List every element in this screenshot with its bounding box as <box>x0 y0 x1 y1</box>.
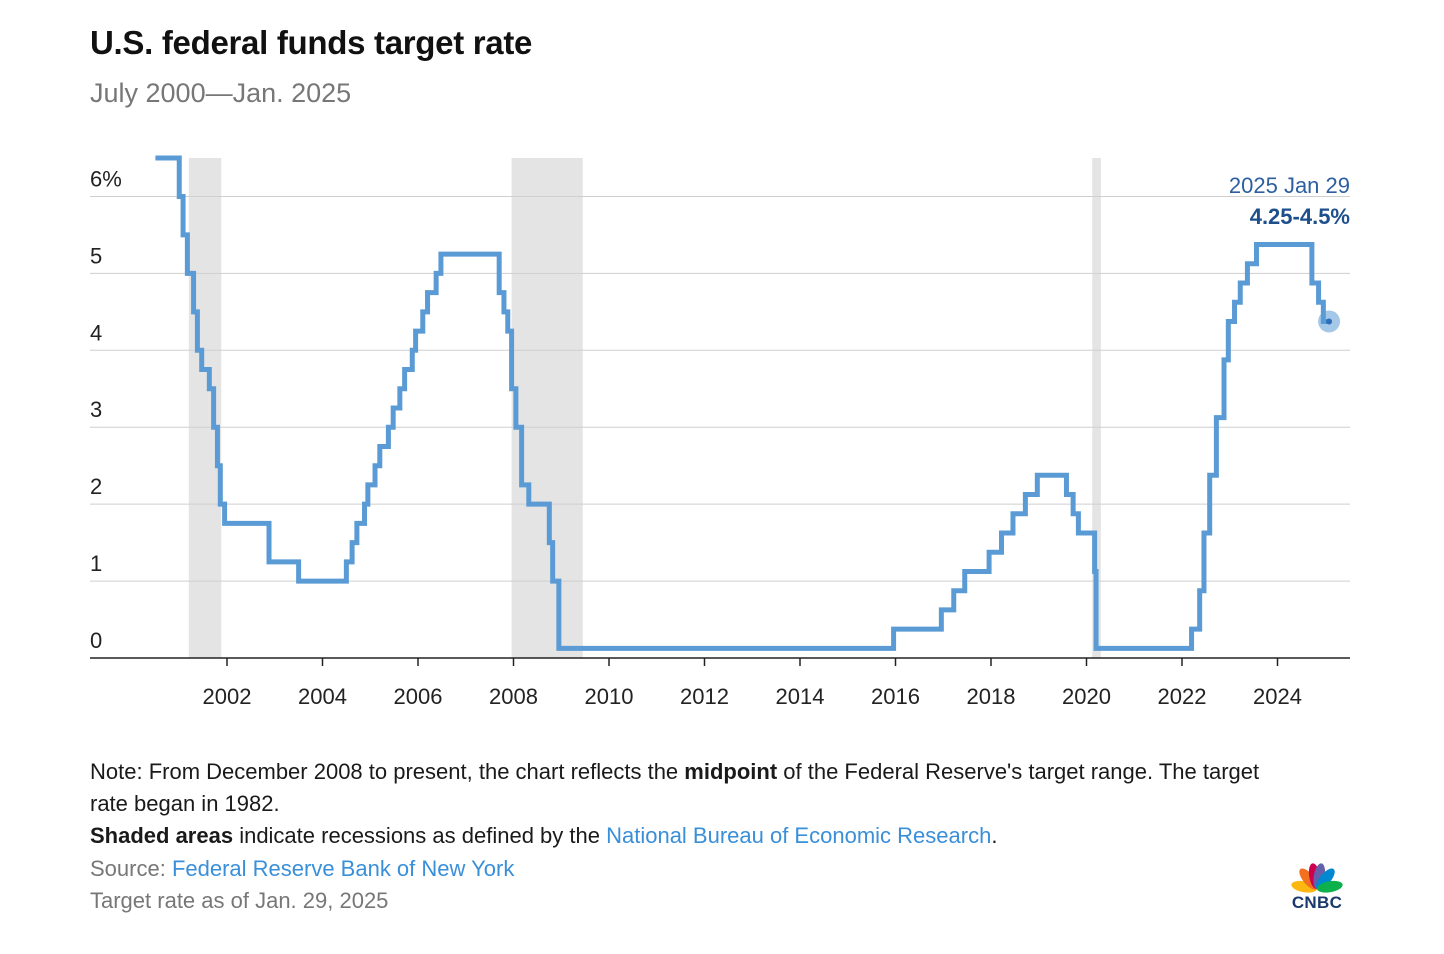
annotation-date: 2025 Jan 29 <box>1229 173 1350 198</box>
peacock-logo-icon <box>1291 863 1343 893</box>
x-tick-label: 2002 <box>203 684 252 709</box>
logo-feather <box>1316 880 1343 893</box>
y-tick-label: 4 <box>90 320 102 345</box>
x-tick-label: 2004 <box>298 684 347 709</box>
x-tick-label: 2024 <box>1253 684 1302 709</box>
recession-band-2 <box>511 158 583 658</box>
source-link[interactable]: Federal Reserve Bank of New York <box>171 856 515 881</box>
y-axis-ticks: 0 1 2 3 4 5 6% <box>90 166 122 653</box>
gridlines <box>90 195 1350 659</box>
recession-band-1 <box>188 158 222 658</box>
x-tick-label: 2016 <box>871 684 920 709</box>
as-of-date: Target rate as of Jan. 29, 2025 <box>90 888 389 913</box>
nber-link[interactable]: National Bureau of Economic Research <box>606 823 992 848</box>
source-line: Source: Federal Reserve Bank of New York <box>90 856 515 881</box>
x-tick-label: 2020 <box>1062 684 1111 709</box>
chart-note: Note: From December 2008 to present, the… <box>90 759 1260 848</box>
x-tick-label: 2010 <box>585 684 634 709</box>
x-tick-label: 2022 <box>1158 684 1207 709</box>
y-tick-label: 0 <box>90 628 102 653</box>
rate-line <box>155 155 1330 651</box>
x-tick-label: 2012 <box>680 684 729 709</box>
y-tick-label: 6% <box>90 166 122 191</box>
x-tick-label: 2018 <box>967 684 1016 709</box>
x-tick-label: 2006 <box>394 684 443 709</box>
y-tick-label: 3 <box>90 397 102 422</box>
y-tick-label: 1 <box>90 551 102 576</box>
x-tick-label: 2014 <box>776 684 825 709</box>
recession-band-3 <box>1092 158 1101 658</box>
y-tick-label: 2 <box>90 474 102 499</box>
latest-value-dot-core <box>1326 318 1333 325</box>
annotation-value: 4.25-4.5% <box>1250 204 1350 229</box>
cnbc-logo-text: CNBC <box>1291 893 1343 912</box>
y-tick-label: 5 <box>90 243 102 268</box>
chart-title: U.S. federal funds target rate <box>90 24 533 61</box>
chart-subtitle: July 2000—Jan. 2025 <box>90 78 352 108</box>
x-axis-ticks: 2002 2004 2006 2008 2010 2012 2014 2016 2018 2020… <box>203 658 1302 709</box>
line-chart: 0 1 2 3 4 5 6% 2002 2004 2006 2008 2010 2012 2014 201… <box>90 155 1350 709</box>
x-tick-label: 2008 <box>489 684 538 709</box>
